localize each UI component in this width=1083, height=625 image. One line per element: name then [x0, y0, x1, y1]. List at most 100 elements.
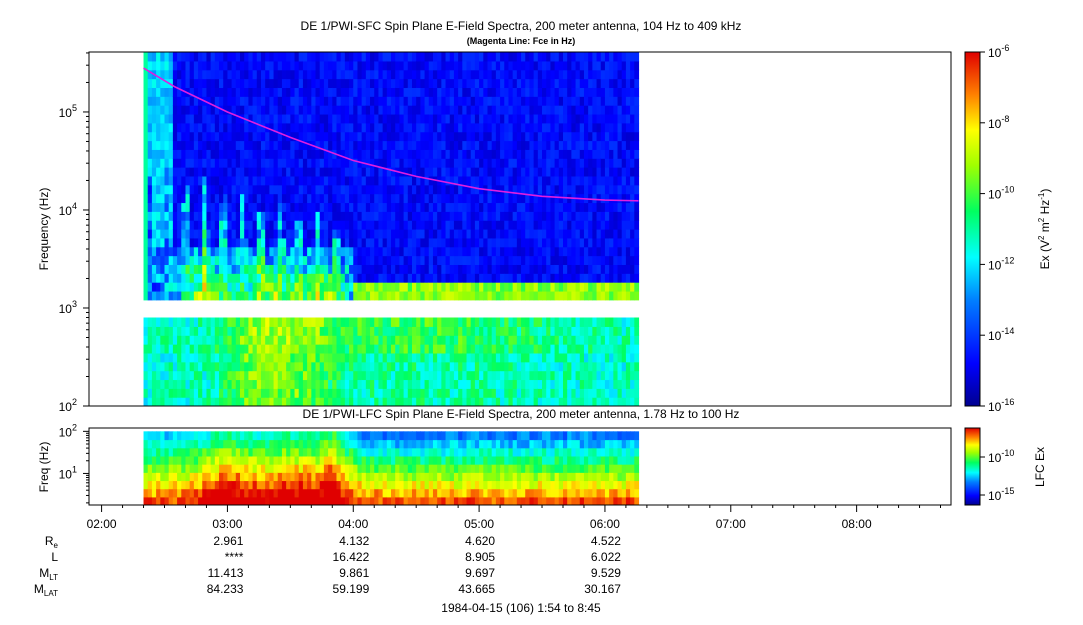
sfc-cell [550, 318, 555, 327]
sfc-cell [311, 194, 316, 203]
sfc-cell [487, 61, 492, 70]
sfc-cell [521, 87, 526, 96]
sfc-cell [215, 141, 220, 150]
sfc-cell [517, 388, 522, 397]
sfc-cell [626, 185, 631, 194]
lfc-cell [248, 464, 253, 473]
sfc-cell [282, 344, 287, 353]
sfc-cell [144, 256, 149, 265]
sfc-cell [525, 185, 530, 194]
sfc-cell [341, 52, 346, 61]
sfc-cell [521, 282, 526, 291]
sfc-cell [487, 176, 492, 185]
lfc-cell [227, 472, 232, 481]
sfc-cell [555, 371, 560, 380]
sfc-cell [601, 264, 606, 273]
sfc-cell [144, 167, 149, 176]
sfc-cell [563, 158, 568, 167]
lfc-cell [169, 489, 174, 498]
sfc-cell [173, 344, 178, 353]
sfc-cell [513, 79, 518, 88]
sfc-cell [458, 256, 463, 265]
sfc-cell [487, 326, 492, 335]
sfc-cell [391, 61, 396, 70]
sfc-cell [295, 202, 300, 211]
sfc-cell [546, 353, 551, 362]
sfc-cell [185, 132, 190, 141]
sfc-cell [563, 202, 568, 211]
sfc-cell [206, 149, 211, 158]
sfc-cell [605, 388, 610, 397]
sfc-cell [479, 149, 484, 158]
sfc-cell [341, 229, 346, 238]
sfc-cell [190, 149, 195, 158]
sfc-cell [404, 326, 409, 335]
sfc-cell [378, 141, 383, 150]
sfc-cell [592, 353, 597, 362]
sfc-cell [177, 211, 182, 220]
sfc-cell [420, 70, 425, 79]
lfc-cell [316, 464, 321, 473]
sfc-cell [223, 362, 228, 371]
sfc-cell [534, 79, 539, 88]
sfc-cell [508, 158, 513, 167]
sfc-cell [521, 379, 526, 388]
sfc-cell [412, 114, 417, 123]
sfc-cell [576, 229, 581, 238]
sfc-cell [395, 335, 400, 344]
sfc-cell [357, 238, 362, 247]
sfc-cell [185, 282, 190, 291]
sfc-cell [274, 185, 279, 194]
sfc-cell [613, 149, 618, 158]
sfc-cell [353, 388, 358, 397]
sfc-cell [206, 238, 211, 247]
lfc-cell [303, 472, 308, 481]
sfc-cell [567, 326, 572, 335]
sfc-cell [278, 362, 283, 371]
sfc-cell [391, 87, 396, 96]
sfc-cell [236, 105, 241, 114]
sfc-cell [525, 176, 530, 185]
sfc-cell [295, 264, 300, 273]
sfc-cell [618, 344, 623, 353]
sfc-cell [462, 238, 467, 247]
sfc-cell [286, 176, 291, 185]
sfc-cell [395, 388, 400, 397]
lfc-cell [148, 480, 153, 489]
lfc-cell [152, 456, 157, 465]
sfc-cell [303, 397, 308, 406]
lfc-cell [206, 464, 211, 473]
lfc-cell [336, 480, 341, 489]
sfc-cell [282, 185, 287, 194]
sfc-cell [425, 141, 430, 150]
sfc-cell [148, 388, 153, 397]
sfc-cell [290, 229, 295, 238]
sfc-cell [269, 96, 274, 105]
sfc-cell [408, 256, 413, 265]
lfc-cell [290, 489, 295, 498]
sfc-cell [580, 202, 585, 211]
sfc-cell [269, 273, 274, 282]
sfc-cell [353, 167, 358, 176]
sfc-cell [257, 149, 262, 158]
sfc-cell [446, 220, 451, 229]
sfc-cell [525, 264, 530, 273]
lfc-cell [206, 497, 211, 506]
sfc-cell [588, 96, 593, 105]
sfc-cell [416, 61, 421, 70]
sfc-cell [177, 326, 182, 335]
sfc-cell [290, 123, 295, 132]
sfc-cell [550, 229, 555, 238]
sfc-cell [458, 335, 463, 344]
sfc-cell [458, 87, 463, 96]
sfc-cell [169, 344, 174, 353]
sfc-cell [584, 273, 589, 282]
sfc-cell [332, 247, 337, 256]
sfc-cell [282, 211, 287, 220]
sfc-cell [425, 194, 430, 203]
sfc-cell [248, 123, 253, 132]
sfc-cell [425, 247, 430, 256]
sfc-cell [618, 141, 623, 150]
sfc-cell [232, 61, 237, 70]
sfc-cell [156, 353, 161, 362]
